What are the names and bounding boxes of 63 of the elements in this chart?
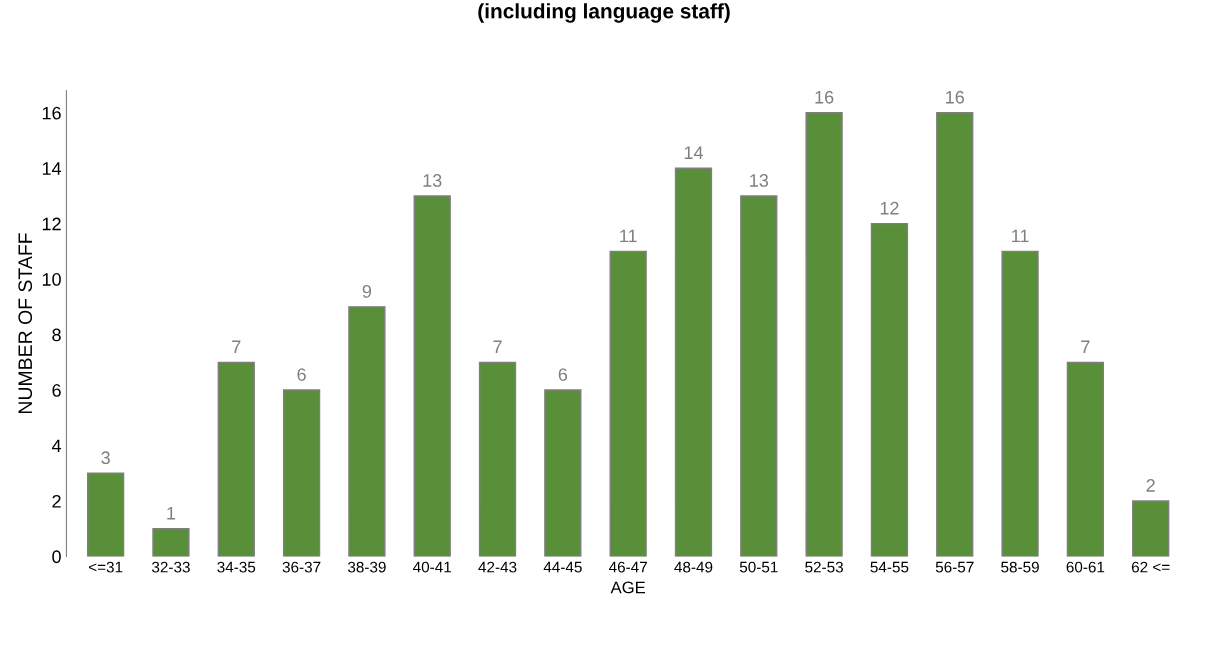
bar — [1132, 500, 1170, 557]
bar — [282, 389, 321, 557]
data-label: 7 — [493, 340, 502, 354]
x-tick-label: 62 <= — [1131, 561, 1170, 573]
bar — [1001, 250, 1039, 557]
y-tick-label: 8 — [52, 328, 61, 342]
data-label: 11 — [1012, 229, 1029, 243]
data-label: 3 — [101, 451, 110, 465]
y-tick-label: 10 — [42, 273, 61, 286]
x-tick-label: 42-43 — [478, 561, 517, 573]
x-tick-label: 38-39 — [347, 561, 386, 573]
data-label: 1 — [167, 506, 176, 520]
x-tick-label: 54-55 — [870, 561, 909, 573]
y-tick-label: 12 — [42, 217, 61, 231]
data-label: 6 — [558, 368, 568, 381]
bar — [478, 361, 517, 557]
data-label: 14 — [684, 146, 703, 159]
data-label: 16 — [815, 90, 834, 104]
bar — [86, 472, 125, 557]
bar — [1066, 361, 1105, 557]
y-tick-label: 6 — [52, 383, 61, 397]
data-label: 11 — [620, 229, 637, 243]
bar — [870, 222, 909, 557]
x-tick-label: 34-35 — [217, 561, 256, 573]
chart-title: (including language staff) — [478, 3, 730, 23]
data-label: 13 — [750, 174, 769, 187]
y-tick-label: 16 — [42, 106, 61, 120]
data-label: 12 — [880, 201, 899, 215]
y-tick-label: 0 — [52, 550, 61, 564]
bar — [674, 167, 713, 557]
x-tick-label: 58-59 — [1001, 561, 1039, 573]
x-axis-title: AGE — [610, 581, 646, 594]
data-label: 6 — [297, 368, 306, 381]
x-tick-label: 52-53 — [805, 561, 843, 573]
bar — [936, 112, 974, 557]
data-label: 7 — [232, 340, 241, 354]
x-tick-label: 36-37 — [282, 561, 321, 573]
x-tick-label: 32-33 — [151, 561, 190, 573]
x-tick-label: 50-51 — [739, 561, 778, 573]
bar — [609, 250, 647, 557]
bar — [413, 195, 451, 557]
x-tick-label: 56-57 — [935, 561, 974, 573]
data-label: 7 — [1081, 340, 1090, 354]
x-tick-label: 40-41 — [413, 561, 451, 573]
x-tick-label: 60-61 — [1066, 561, 1105, 573]
data-label: 9 — [362, 284, 372, 298]
bar — [740, 195, 778, 557]
data-label: 2 — [1146, 479, 1155, 492]
bar — [544, 389, 582, 557]
y-tick-label: 2 — [52, 494, 61, 508]
x-tick-label: 44-45 — [543, 561, 582, 573]
data-label: 16 — [946, 90, 964, 104]
bar — [805, 112, 843, 557]
bar — [217, 361, 255, 557]
y-tick-label: 14 — [42, 162, 62, 175]
bar — [152, 527, 190, 557]
x-tick-label: 46-47 — [608, 561, 647, 573]
y-tick-label: 4 — [51, 439, 62, 453]
bar — [348, 306, 386, 557]
data-label: 13 — [423, 174, 442, 187]
x-tick-label: 48-49 — [674, 561, 713, 573]
x-tick-label: <=31 — [88, 561, 123, 573]
y-axis-title: NUMBER OF STAFF — [18, 233, 33, 414]
